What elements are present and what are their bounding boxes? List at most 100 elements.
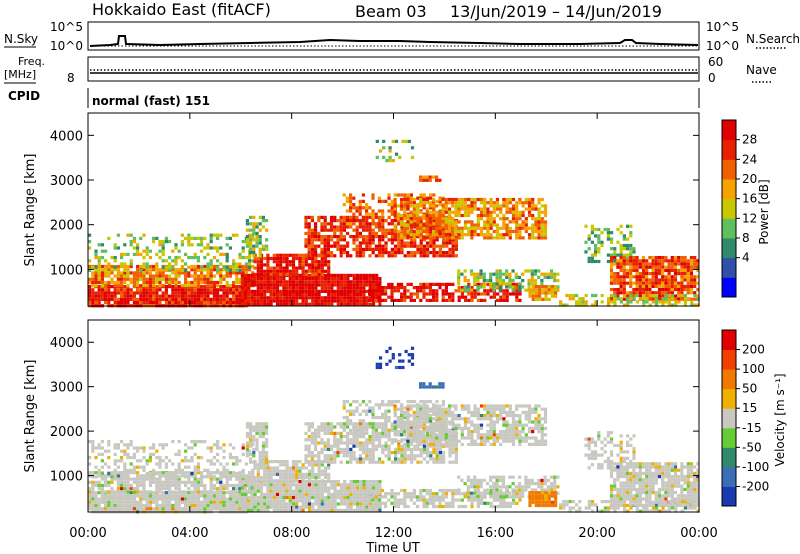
range-gate-cell <box>667 288 671 292</box>
range-gate-cell <box>304 299 308 303</box>
range-gate-cell <box>107 494 111 498</box>
range-gate-cell <box>320 472 324 476</box>
range-gate-cell <box>435 215 439 219</box>
colorbar-segment <box>722 198 736 219</box>
range-gate-cell <box>120 503 124 508</box>
range-gate-cell <box>641 278 646 282</box>
range-gate-cell <box>158 240 162 244</box>
range-gate-cell <box>266 269 270 273</box>
range-gate-cell <box>279 296 283 300</box>
range-gate-cell <box>94 475 98 479</box>
range-gate-cell <box>139 268 143 272</box>
range-gate-cell <box>451 282 455 286</box>
range-gate-cell <box>368 235 372 239</box>
range-gate-cell <box>492 288 496 292</box>
range-gate-cell <box>148 474 152 478</box>
range-gate-cell <box>361 215 365 219</box>
range-gate-cell <box>145 294 149 298</box>
range-gate-cell <box>184 449 188 453</box>
range-gate-cell <box>285 266 289 270</box>
range-gate-cell <box>451 204 455 208</box>
range-gate-cell <box>594 227 598 232</box>
range-gate-cell <box>368 486 372 490</box>
range-gate-cell <box>209 236 213 240</box>
range-gate-cell <box>339 231 343 235</box>
range-gate-cell <box>336 302 340 306</box>
range-gate-cell <box>232 497 236 501</box>
range-gate-cell <box>142 465 146 469</box>
range-gate-cell <box>266 283 270 287</box>
range-gate-cell <box>508 275 512 279</box>
range-gate-cell <box>412 298 416 302</box>
range-gate-cell <box>190 288 194 292</box>
range-gate-cell <box>261 444 265 448</box>
range-gate-cell <box>670 278 674 282</box>
range-gate-cell <box>412 197 416 202</box>
range-gate-cell <box>145 288 149 292</box>
range-gate-cell <box>683 275 687 279</box>
range-gate-cell <box>279 472 283 476</box>
range-gate-cell <box>419 229 423 234</box>
range-gate-cell <box>298 469 302 473</box>
range-gate-cell <box>397 241 401 245</box>
range-gate-cell <box>247 508 251 512</box>
range-gate-cell <box>104 294 108 298</box>
range-gate-cell <box>263 289 267 293</box>
range-gate-cell <box>377 292 381 296</box>
range-gate-cell <box>505 226 509 230</box>
range-gate-cell <box>483 197 487 202</box>
range-gate-cell <box>495 236 500 240</box>
range-gate-cell <box>275 469 280 473</box>
range-gate-cell <box>381 219 385 223</box>
range-gate-cell <box>304 256 308 261</box>
range-gate-cell <box>426 241 430 245</box>
range-gate-cell <box>171 259 175 263</box>
range-gate-cell <box>339 302 344 306</box>
range-gate-cell <box>253 476 257 480</box>
range-gate-cell <box>661 281 665 285</box>
range-gate-cell <box>190 480 194 484</box>
range-gate-cell <box>314 225 318 229</box>
range-gate-cell <box>168 503 172 508</box>
range-gate-cell <box>521 204 525 208</box>
range-gate-cell <box>543 213 548 218</box>
range-gate-cell <box>282 489 286 493</box>
range-gate-cell <box>249 444 253 448</box>
range-gate-cell <box>94 465 98 469</box>
range-gate-cell <box>158 503 162 508</box>
range-gate-cell <box>413 219 417 223</box>
range-gate-cell <box>537 197 541 202</box>
range-gate-cell <box>527 233 532 237</box>
range-gate-cell <box>126 487 130 491</box>
range-gate-cell <box>104 474 108 478</box>
range-gate-cell <box>375 480 379 484</box>
range-gate-cell <box>298 480 302 484</box>
range-gate-cell <box>250 489 254 493</box>
range-gate-cell <box>432 238 436 242</box>
range-gate-cell <box>275 286 280 290</box>
range-gate-cell <box>374 215 378 219</box>
range-gate-cell <box>206 291 210 295</box>
range-gate-cell <box>238 487 242 491</box>
y-tick-label: 2000 <box>50 219 83 234</box>
range-gate-cell <box>554 285 558 289</box>
range-gate-cell <box>473 233 477 237</box>
range-gate-cell <box>222 288 226 292</box>
range-gate-cell <box>155 301 159 305</box>
range-gate-cell <box>251 471 255 475</box>
range-gate-cell <box>104 483 108 488</box>
range-gate-cell <box>403 295 407 299</box>
range-gate-cell <box>463 233 468 237</box>
range-gate-cell <box>123 480 127 484</box>
range-gate-cell <box>310 435 314 439</box>
range-gate-cell <box>387 295 391 299</box>
range-gate-cell <box>139 271 143 275</box>
range-gate-cell <box>235 500 239 504</box>
range-gate-cell <box>136 301 140 305</box>
range-gate-cell <box>661 278 665 282</box>
range-gate-cell <box>368 206 372 210</box>
range-gate-cell <box>279 283 283 287</box>
range-gate-cell <box>310 235 314 239</box>
range-gate-cell <box>232 462 236 466</box>
range-gate-cell <box>508 233 512 237</box>
